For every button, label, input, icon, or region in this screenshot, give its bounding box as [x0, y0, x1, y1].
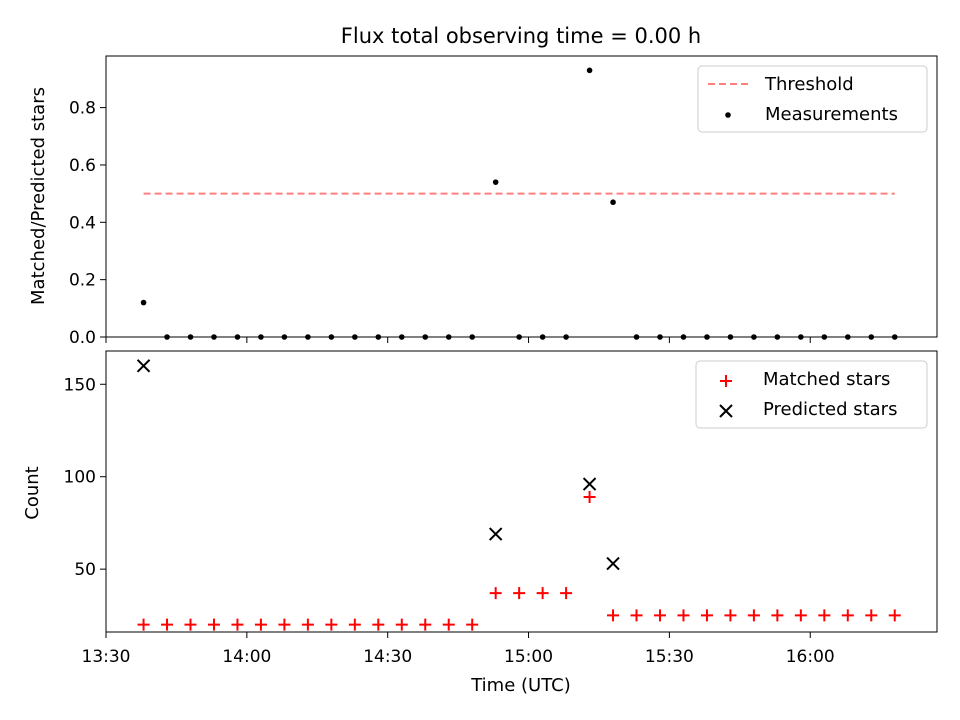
- matched-star-point: [513, 587, 526, 600]
- bottom-y-tick-label: 50: [74, 560, 96, 580]
- legend-measurements-label: Measurements: [765, 104, 898, 125]
- predicted-star-point: [136, 359, 151, 373]
- matched-star-point: [184, 618, 197, 631]
- top-y-axis-label: Matched/Predicted stars: [28, 87, 49, 305]
- bottom-legend: Matched stars Predicted stars: [695, 360, 928, 429]
- legend-predicted-label: Predicted stars: [763, 399, 897, 420]
- matched-star-point: [677, 609, 690, 622]
- bottom-x-tick-label: 14:00: [222, 647, 271, 667]
- predicted-star-point: [582, 477, 597, 491]
- top-axis-ticks: 0.0 0.2 0.4 0.6 0.8: [69, 99, 811, 348]
- predicted-star-point: [488, 527, 503, 541]
- matched-star-point: [348, 618, 361, 631]
- matched-star-point: [747, 609, 760, 622]
- bottom-plot-area: [136, 359, 901, 631]
- matched-star-point: [865, 609, 878, 622]
- matched-star-point: [630, 609, 643, 622]
- measurement-point: [492, 179, 499, 185]
- measurement-point: [140, 299, 147, 306]
- bottom-x-tick-label: 15:00: [504, 647, 553, 667]
- matched-star-point: [442, 618, 455, 631]
- bottom-y-tick-label: 150: [64, 375, 96, 395]
- legend-threshold-label: Threshold: [764, 74, 854, 95]
- matched-star-point: [536, 587, 549, 600]
- measurement-point: [586, 67, 593, 74]
- top-y-tick-label: 0.8: [69, 99, 96, 119]
- bottom-x-tick-label: 15:30: [645, 647, 694, 667]
- predicted-star-point: [606, 556, 620, 571]
- matched-star-point: [700, 609, 713, 622]
- matched-star-point: [654, 609, 666, 622]
- bottom-axis-ticks: 50 100 150 13:30 14:00 14:30 15:00 15:30 16:00: [64, 375, 835, 667]
- top-y-tick-label: 0.2: [69, 271, 96, 291]
- matched-star-point: [888, 609, 901, 622]
- matched-star-point: [841, 609, 854, 622]
- measurement-point: [610, 199, 616, 206]
- matched-star-point: [231, 618, 244, 631]
- matched-star-point: [724, 609, 737, 622]
- matched-star-point: [607, 609, 620, 622]
- matched-star-point: [254, 618, 267, 631]
- matched-star-point: [137, 618, 150, 631]
- matched-star-point: [583, 491, 596, 504]
- matched-star-point: [818, 609, 831, 622]
- matched-star-point: [489, 587, 502, 600]
- matched-star-point: [325, 618, 338, 631]
- bottom-axes-frame: [105, 350, 938, 633]
- matched-star-point: [771, 609, 784, 622]
- matched-star-point: [395, 618, 408, 631]
- top-legend: Threshold Measurements: [697, 65, 928, 133]
- top-y-tick-label: 0.6: [69, 156, 96, 176]
- matched-star-point: [301, 618, 314, 631]
- x-axis-label: Time (UTC): [470, 675, 571, 696]
- legend-predicted-swatch: [719, 404, 733, 418]
- top-axes-frame: [105, 55, 938, 338]
- matched-star-point: [560, 587, 573, 600]
- matched-star-point: [466, 618, 479, 631]
- legend-matched-swatch: [720, 375, 732, 387]
- top-y-tick-label: 0.0: [69, 328, 96, 348]
- matched-star-point: [207, 618, 220, 631]
- top-y-tick-label: 0.4: [69, 213, 96, 233]
- legend-measurements-swatch: [725, 112, 731, 118]
- matched-star-point: [419, 618, 432, 631]
- chart-title: Flux total observing time = 0.00 h: [341, 24, 701, 48]
- matched-star-point: [161, 618, 174, 631]
- matched-star-point: [278, 618, 291, 631]
- matched-star-point: [372, 618, 385, 631]
- bottom-x-tick-label: 14:30: [363, 647, 412, 667]
- bottom-x-tick-label: 13:30: [82, 647, 131, 667]
- bottom-y-tick-label: 100: [64, 468, 96, 488]
- legend-matched-label: Matched stars: [763, 369, 890, 390]
- bottom-x-tick-label: 16:00: [786, 647, 835, 667]
- bottom-y-axis-label: Count: [22, 466, 43, 519]
- matched-star-point: [794, 609, 807, 622]
